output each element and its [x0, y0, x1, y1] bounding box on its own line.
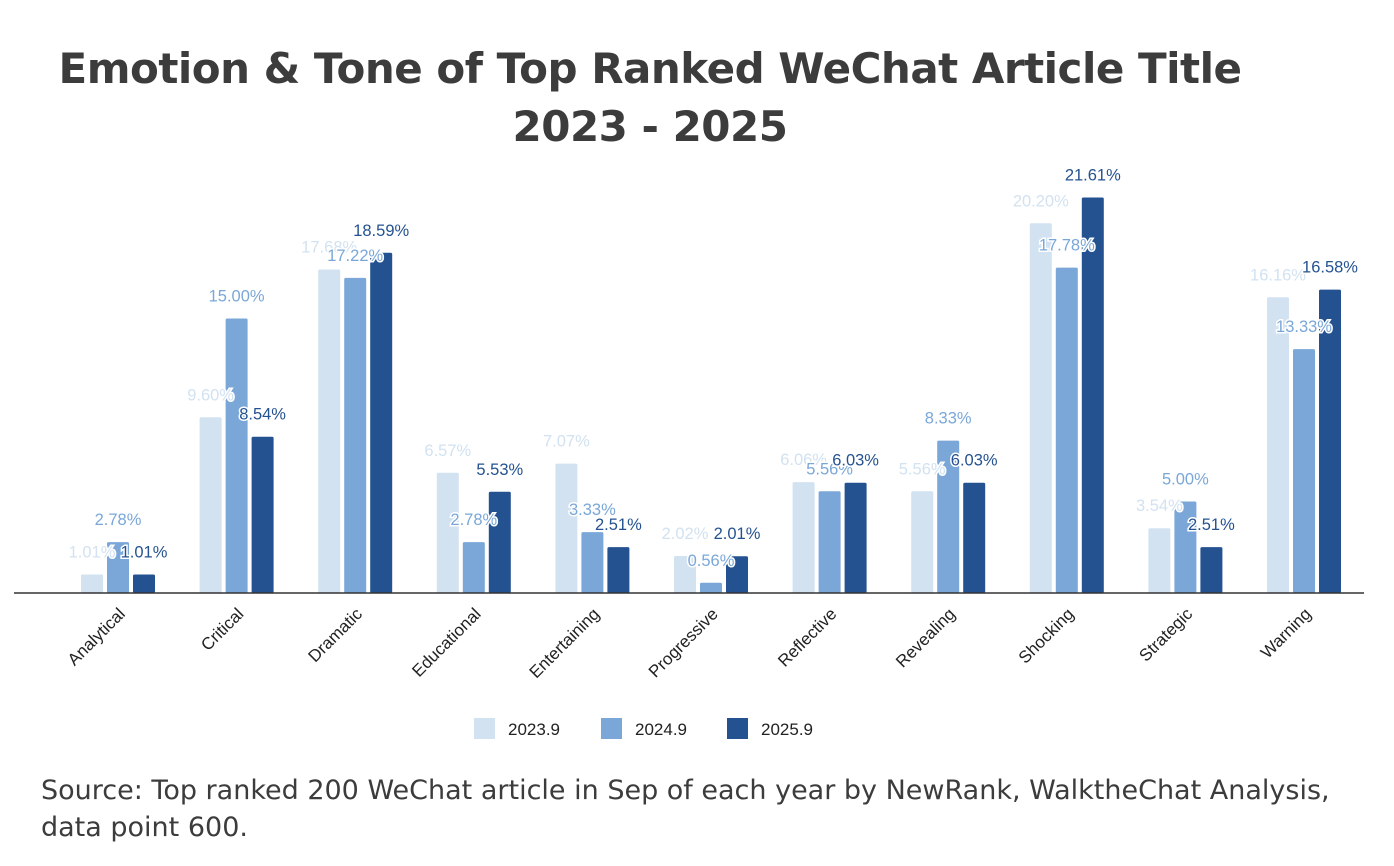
value-label-analytical-2025-9: 1.01% — [121, 544, 168, 562]
value-label-critical-2025-9: 8.54% — [239, 406, 286, 424]
value-label-analytical-2024-9: 2.78% — [95, 511, 142, 529]
value-label-reflective-2025-9: 6.03% — [832, 452, 879, 470]
value-label-entertaining-2025-9: 2.51% — [595, 516, 642, 534]
legend-label-2025-9: 2025.9 — [761, 720, 813, 739]
x-tick-label-critical: Critical — [197, 604, 247, 654]
value-label-progressive-2024-9: 0.56% — [688, 552, 735, 570]
legend-swatch-2024-9 — [601, 718, 622, 739]
bar-analytical-2025-9 — [133, 574, 155, 593]
bar-shocking-2024-9 — [1055, 267, 1078, 593]
value-labels-layer: 1.01%2.78%1.01%9.60%15.00%8.54%17.68%17.… — [67, 165, 1360, 571]
x-tick-label-entertaining: Entertaining — [526, 604, 604, 682]
value-label-revealing-2023-9: 5.56% — [899, 460, 946, 478]
value-label-warning-2024-9: 13.33% — [1276, 318, 1332, 336]
value-label-revealing-2025-9: 6.03% — [951, 452, 998, 470]
value-label-shocking-2024-9: 17.78% — [1039, 237, 1095, 255]
bar-warning-2024-9 — [1293, 349, 1315, 593]
bar-analytical-2023-9 — [81, 574, 103, 593]
x-tick-label-warning: Warning — [1257, 604, 1315, 662]
source-note: Source: Top ranked 200 WeChat article in… — [41, 775, 1330, 843]
bar-critical-2025-9 — [251, 436, 274, 593]
value-label-dramatic-2023-9: 17.68% — [301, 239, 357, 257]
value-label-educational-2024-9: 2.78% — [450, 511, 497, 529]
bar-entertaining-2024-9 — [581, 532, 604, 593]
bar-dramatic-2023-9 — [318, 269, 341, 593]
legend-swatch-2023-9 — [474, 718, 495, 739]
bar-warning-2025-9 — [1319, 289, 1341, 593]
value-label-entertaining-2024-9: 3.33% — [569, 501, 616, 519]
value-label-warning-2025-9: 16.58% — [1302, 259, 1358, 277]
chart-subtitle: 2023 - 2025 — [512, 102, 788, 151]
bar-analytical-2024-9 — [107, 542, 129, 593]
value-label-entertaining-2023-9: 7.07% — [543, 433, 590, 451]
bar-reflective-2025-9 — [844, 482, 867, 593]
chart-title: Emotion & Tone of Top Ranked WeChat Arti… — [0, 40, 1300, 156]
value-label-reflective-2023-9: 6.06% — [780, 451, 827, 469]
legend-label-2024-9: 2024.9 — [635, 720, 687, 739]
value-label-warning-2023-9: 16.16% — [1250, 266, 1306, 284]
x-tick-label-educational: Educational — [408, 604, 484, 680]
bar-educational-2024-9 — [462, 542, 485, 593]
value-label-educational-2025-9: 5.53% — [476, 461, 523, 479]
legend-swatch-2025-9 — [727, 718, 748, 739]
bar-revealing-2025-9 — [963, 482, 986, 593]
bar-critical-2024-9 — [225, 318, 248, 593]
value-label-progressive-2025-9: 2.01% — [714, 525, 761, 543]
bar-warning-2023-9 — [1267, 297, 1289, 593]
x-tick-label-dramatic: Dramatic — [304, 604, 366, 666]
bar-shocking-2025-9 — [1081, 197, 1104, 593]
value-label-shocking-2025-9: 21.61% — [1065, 167, 1121, 185]
bar-reflective-2023-9 — [792, 482, 815, 593]
value-label-strategic-2023-9: 3.54% — [1136, 497, 1183, 515]
value-label-shocking-2023-9: 20.20% — [1013, 192, 1069, 210]
value-label-educational-2023-9: 6.57% — [424, 442, 471, 460]
bar-progressive-2024-9 — [700, 582, 722, 593]
x-tick-label-progressive: Progressive — [645, 604, 722, 681]
value-label-dramatic-2024-9: 17.22% — [327, 247, 383, 265]
value-label-analytical-2023-9: 1.01% — [69, 544, 116, 562]
bar-revealing-2023-9 — [911, 491, 934, 593]
bar-dramatic-2024-9 — [344, 277, 367, 593]
bar-educational-2025-9 — [488, 491, 511, 593]
bar-critical-2023-9 — [199, 417, 222, 593]
bar-educational-2023-9 — [436, 472, 459, 593]
bar-strategic-2025-9 — [1200, 547, 1223, 593]
x-tick-label-reflective: Reflective — [774, 604, 840, 670]
bar-strategic-2024-9 — [1174, 501, 1197, 593]
bar-shocking-2023-9 — [1029, 223, 1052, 594]
bar-revealing-2024-9 — [937, 440, 960, 593]
value-label-dramatic-2025-9: 18.59% — [353, 222, 409, 240]
bar-strategic-2023-9 — [1148, 528, 1171, 593]
x-tick-label-revealing: Revealing — [892, 604, 959, 671]
legend-label-2023-9: 2023.9 — [508, 720, 560, 739]
value-label-revealing-2024-9: 8.33% — [925, 410, 972, 428]
bar-reflective-2024-9 — [818, 491, 841, 593]
x-tick-label-strategic: Strategic — [1135, 604, 1196, 665]
chart-title-line1: Emotion & Tone of Top Ranked WeChat Arti… — [58, 44, 1242, 93]
value-label-strategic-2024-9: 5.00% — [1162, 471, 1209, 489]
x-tick-labels-layer: Analytical Critical Dramatic Educational Ent… — [64, 604, 1315, 682]
bar-progressive-2023-9 — [674, 556, 696, 593]
bar-entertaining-2023-9 — [555, 463, 578, 593]
value-label-strategic-2025-9: 2.51% — [1188, 516, 1235, 534]
bar-entertaining-2025-9 — [607, 547, 630, 593]
legend: 2023.9 2024.9 2025.9 — [474, 718, 813, 739]
value-label-progressive-2023-9: 2.02% — [662, 525, 709, 543]
bars-layer — [81, 197, 1341, 594]
value-label-critical-2023-9: 9.60% — [187, 386, 234, 404]
bar-dramatic-2025-9 — [370, 252, 393, 594]
value-label-critical-2024-9: 15.00% — [209, 288, 265, 306]
x-tick-label-analytical: Analytical — [64, 604, 129, 669]
value-label-reflective-2024-9: 5.56% — [806, 460, 853, 478]
x-tick-label-shocking: Shocking — [1015, 604, 1078, 667]
bar-progressive-2025-9 — [726, 556, 748, 593]
